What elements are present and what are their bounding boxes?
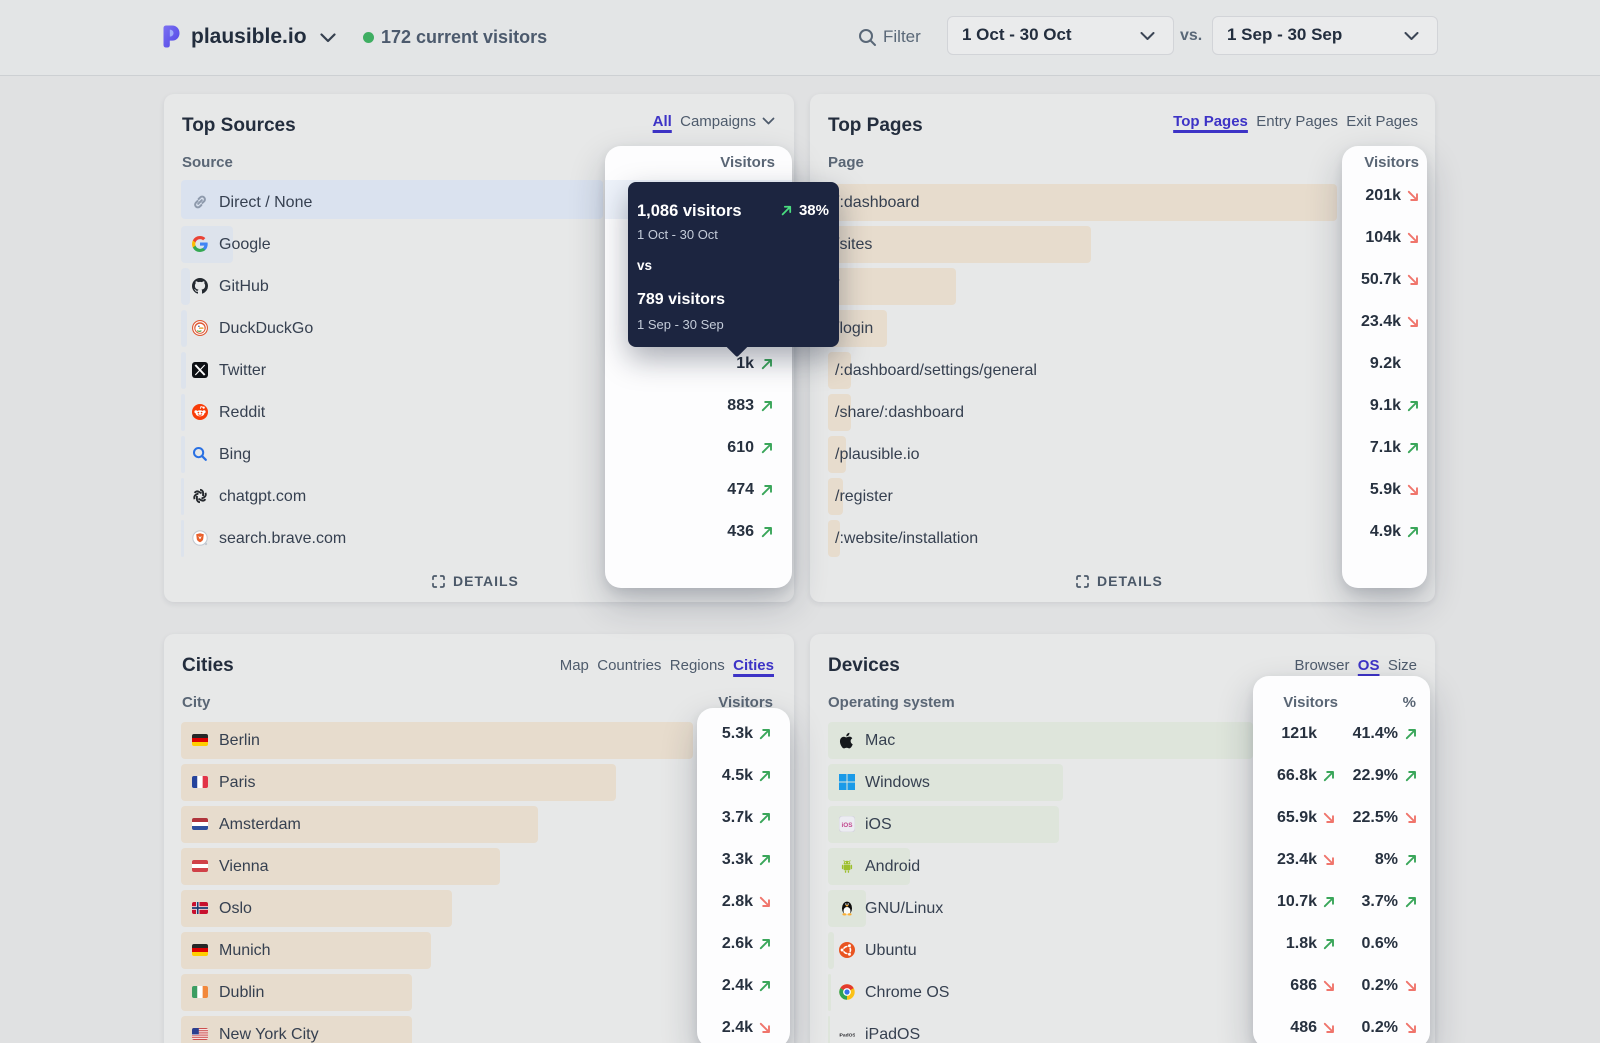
svg-text:iPadOS: iPadOS	[839, 1033, 855, 1039]
svg-text:iOS: iOS	[841, 822, 853, 829]
